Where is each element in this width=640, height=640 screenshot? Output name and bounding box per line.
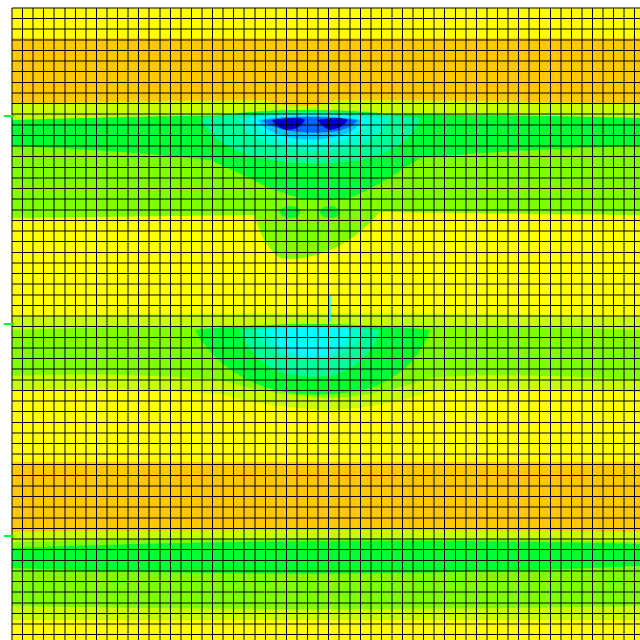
contour-spot-orange-upper <box>260 82 340 106</box>
contour-spot-green-left <box>280 206 300 218</box>
boundary-markers <box>4 115 331 537</box>
contour-band-dark-blue-right <box>318 118 348 130</box>
contour-band-green-bottom <box>12 540 640 574</box>
contour-spot-green-right <box>320 206 340 218</box>
contour-band-yellow-green-middle-top <box>12 313 640 330</box>
contour-band-yellow-green-upper <box>12 100 640 120</box>
contour-band-yellow-bottom <box>12 620 640 640</box>
contour-bands <box>12 8 640 640</box>
contour-band-yellow-green-middle <box>12 374 640 410</box>
contour-band-cyan-middle <box>268 327 352 357</box>
